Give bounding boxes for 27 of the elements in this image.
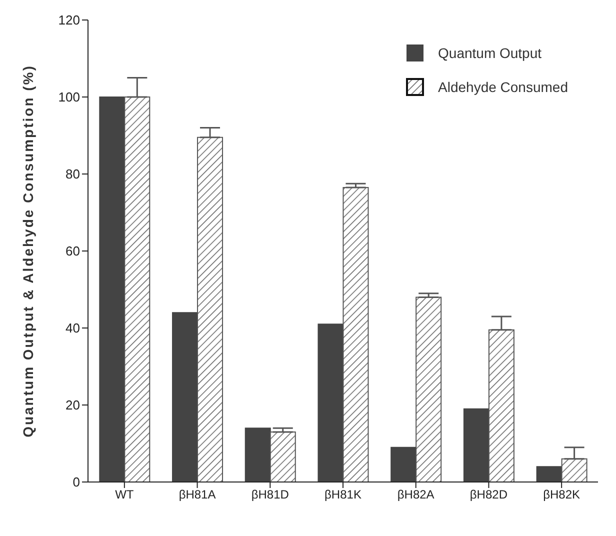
bar bbox=[99, 96, 126, 482]
legend-label: Quantum Output bbox=[438, 45, 542, 61]
y-tick-label: 120 bbox=[58, 12, 80, 28]
y-tick-label: 40 bbox=[66, 320, 80, 336]
x-tick-label: βH81K bbox=[324, 488, 362, 502]
bar bbox=[536, 466, 562, 482]
x-tick-label: βH81D bbox=[251, 488, 290, 502]
bar bbox=[342, 186, 369, 482]
bar bbox=[172, 312, 198, 482]
bar bbox=[416, 296, 442, 482]
y-tick-label: 0 bbox=[72, 474, 80, 490]
x-tick-label: βH82D bbox=[470, 488, 508, 502]
bar bbox=[244, 428, 271, 482]
y-tick-label: 100 bbox=[58, 90, 80, 105]
y-tick-label: 60 bbox=[66, 244, 80, 259]
y-axis-title: Quantum Output & Aldehyde Consumption (%) bbox=[20, 64, 36, 438]
x-tick-label: βH82K bbox=[543, 488, 580, 502]
bar bbox=[270, 431, 296, 482]
x-tick-label: WT bbox=[115, 488, 134, 502]
bar bbox=[463, 408, 490, 482]
bar bbox=[318, 324, 344, 482]
y-tick-label: 20 bbox=[66, 398, 80, 413]
y-tick-label: 80 bbox=[66, 166, 80, 182]
x-tick-label: βH81A bbox=[178, 488, 216, 502]
bar bbox=[390, 446, 417, 482]
x-tick-label: βH82A bbox=[397, 488, 434, 502]
legend-label: Aldehyde Consumed bbox=[438, 79, 568, 95]
